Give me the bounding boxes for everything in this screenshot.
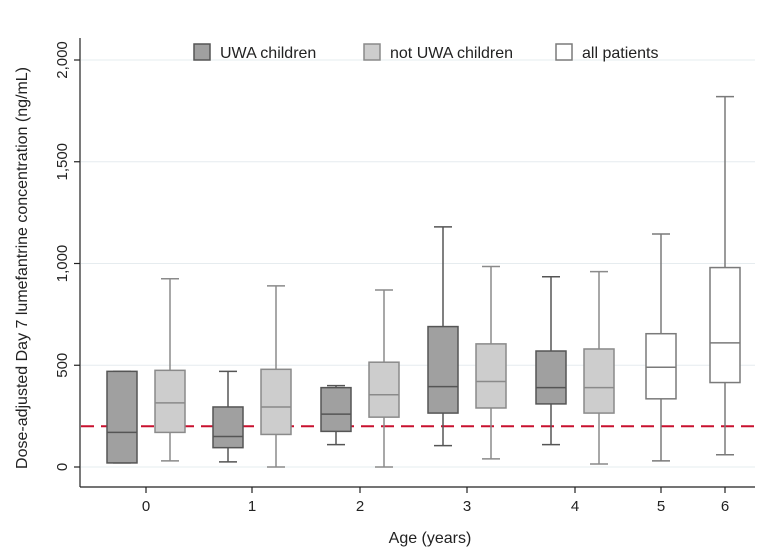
y-tick-label: 1,000 <box>54 245 71 283</box>
legend-item-not-uwa-children: not UWA children <box>363 43 513 62</box>
x-tick-label: 6 <box>721 498 729 515</box>
box-all-patients-age-5 <box>645 233 677 462</box>
box-uwa-children-age-2 <box>320 384 352 446</box>
box-iqr <box>154 369 186 434</box>
box-iqr <box>535 350 567 405</box>
box-uwa-children-age-0 <box>106 370 138 464</box>
legend-label: not UWA children <box>390 45 513 62</box>
box-iqr <box>475 343 507 409</box>
y-tick-label: 2,000 <box>54 41 71 79</box>
box-iqr <box>645 332 677 400</box>
legend-item-uwa-children: UWA children <box>193 43 316 62</box>
box-uwa-children-age-4 <box>535 275 567 446</box>
box-uwa-children-age-1 <box>212 370 244 463</box>
y-axis-title: Dose-adjusted Day 7 lumefantrine concent… <box>14 67 31 469</box>
box-iqr <box>320 386 352 433</box>
box-not-uwa-children-age-0 <box>154 278 186 462</box>
legend-item-all-patients: all patients <box>555 43 659 62</box>
axes: 0 500 1,000 1,500 2,000 0 1 2 3 4 5 6 <box>54 38 755 515</box>
legend-swatch <box>363 43 381 61</box>
box-iqr <box>709 266 741 384</box>
box-not-uwa-children-age-4 <box>583 270 615 465</box>
legend-label: UWA children <box>220 45 316 62</box>
x-tick-label: 0 <box>142 498 150 515</box>
x-axis-title: Age (years) <box>389 530 472 547</box>
box-not-uwa-children-age-3 <box>475 265 507 460</box>
box-iqr <box>427 325 459 414</box>
legend-swatch <box>193 43 211 61</box>
x-tick-label: 5 <box>657 498 665 515</box>
box-iqr <box>212 406 244 449</box>
box-not-uwa-children-age-2 <box>368 289 400 468</box>
x-tick-label: 2 <box>356 498 364 515</box>
y-tick-label: 1,500 <box>54 143 71 181</box>
box-layer <box>106 95 741 468</box>
box-uwa-children-age-3 <box>427 226 459 447</box>
box-iqr <box>106 370 138 464</box>
x-tick-label: 1 <box>248 498 256 515</box>
box-iqr <box>260 368 292 436</box>
x-tick-label: 3 <box>463 498 471 515</box>
legend-swatch <box>555 43 573 61</box>
y-tick-label: 0 <box>54 463 71 471</box>
y-tick-label: 500 <box>54 353 71 378</box>
box-iqr <box>583 348 615 414</box>
box-all-patients-age-6 <box>709 95 741 456</box>
legend: UWA children not UWA children all patients <box>193 43 659 62</box>
box-not-uwa-children-age-1 <box>260 285 292 468</box>
x-tick-label: 4 <box>571 498 579 515</box>
legend-label: all patients <box>582 45 659 62</box>
box-iqr <box>368 361 400 418</box>
